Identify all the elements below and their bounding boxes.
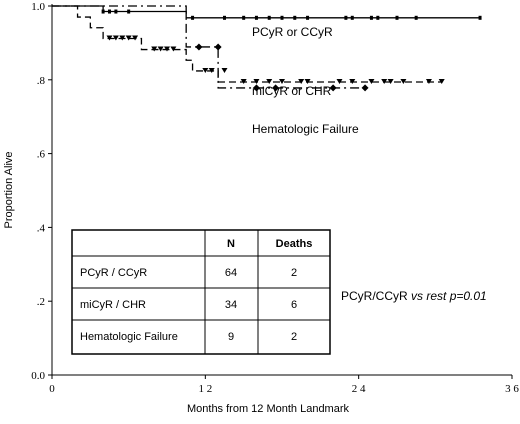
censor-mark: [306, 15, 310, 20]
y-tick-label: .6: [37, 149, 46, 161]
p-value-italic: vs rest p=0.01: [411, 289, 487, 303]
x-axis-title: Months from 12 Month Landmark: [187, 403, 350, 415]
censor-mark: [254, 15, 258, 20]
censor-mark: [252, 84, 260, 92]
censor-mark: [266, 79, 273, 85]
censor-mark: [414, 15, 418, 20]
y-tick-label: .2: [37, 296, 45, 308]
table-cell: 6: [291, 299, 297, 311]
x-tick-label: 2 4: [352, 383, 366, 395]
curves-layer: [52, 5, 482, 92]
censor-mark: [112, 35, 119, 41]
ticks-layer: 0 1 2 2 4 3 6 0.0 .2 .4 .6 .8 1.0: [31, 1, 519, 395]
y-tick-label: 1.0: [31, 1, 45, 13]
table-header-n: N: [227, 238, 235, 250]
censor-mark: [336, 79, 343, 85]
table-cell: Hematologic Failure: [80, 331, 178, 343]
censor-mark: [478, 15, 482, 20]
censor-mark: [298, 79, 305, 85]
censor-mark: [127, 9, 131, 14]
censor-mark: [267, 15, 271, 20]
censor-mark: [170, 46, 177, 52]
x-tick-label: 0: [49, 383, 55, 395]
censor-mark: [293, 15, 297, 20]
censor-mark: [369, 15, 373, 20]
censor-mark: [202, 67, 209, 73]
censor-mark: [400, 79, 407, 85]
censor-mark: [223, 15, 226, 20]
series-label-pcyr: PCyR or CCyR: [252, 25, 333, 39]
y-tick-label: .8: [37, 75, 46, 87]
summary-table: N Deaths PCyR / CCyR 64 2 miCyR / CHR 34…: [71, 229, 331, 355]
censor-mark: [387, 79, 394, 85]
censor-mark: [208, 67, 215, 73]
table-cell: 34: [225, 299, 237, 311]
censor-mark: [157, 46, 164, 52]
censor-mark: [119, 35, 126, 41]
censor-mark: [125, 35, 132, 41]
censor-mark: [425, 79, 432, 85]
censor-mark: [279, 79, 285, 85]
censor-mark: [101, 9, 105, 14]
censor-mark: [361, 84, 369, 92]
censor-mark: [242, 15, 246, 20]
censor-mark: [214, 43, 222, 51]
series-label-micyr: miCyR or CHR: [252, 84, 332, 98]
censor-mark: [368, 79, 375, 85]
censor-mark: [221, 67, 228, 73]
series-label-hematologic: Hematologic Failure: [252, 122, 359, 136]
table-cell: 64: [225, 267, 237, 279]
table-cell: 2: [291, 267, 297, 279]
table-cell: 9: [228, 331, 234, 343]
censor-mark: [395, 15, 399, 20]
censor-mark: [304, 79, 311, 85]
table-cell: 2: [291, 331, 297, 343]
censor-mark: [114, 9, 118, 14]
y-tick-label: 0.0: [31, 370, 45, 382]
censor-mark: [329, 84, 337, 92]
table-cell: miCyR / CHR: [80, 299, 146, 311]
censor-mark: [253, 79, 260, 85]
y-tick-label: .4: [37, 222, 46, 234]
table-header-deaths: Deaths: [276, 238, 313, 250]
censor-mark: [106, 35, 113, 41]
censor-mark: [195, 43, 203, 51]
censor-mark: [132, 35, 139, 41]
censor-mark: [349, 79, 356, 85]
table-border: [71, 229, 331, 355]
y-axis-title: Proportion Alive: [3, 151, 15, 228]
survival-curve-3: [52, 5, 366, 89]
censor-mark: [381, 79, 388, 85]
table-cell: PCyR / CCyR: [80, 267, 147, 279]
censor-mark: [240, 79, 247, 85]
x-tick-label: 1 2: [198, 383, 212, 395]
censor-mark: [151, 46, 158, 52]
censor-mark: [108, 9, 111, 14]
p-value-annotation: PCyR/CCyR vs rest p=0.01: [341, 289, 487, 303]
x-tick-label: 3 6: [505, 383, 519, 395]
censor-mark: [344, 15, 348, 20]
p-value-prefix: PCyR/CCyR: [341, 289, 411, 303]
censor-mark: [438, 79, 445, 85]
censor-mark: [191, 15, 195, 20]
censor-mark: [376, 15, 380, 20]
censor-mark: [272, 84, 280, 92]
censor-mark: [280, 15, 284, 20]
censor-mark: [164, 46, 170, 52]
censor-mark: [350, 15, 354, 20]
